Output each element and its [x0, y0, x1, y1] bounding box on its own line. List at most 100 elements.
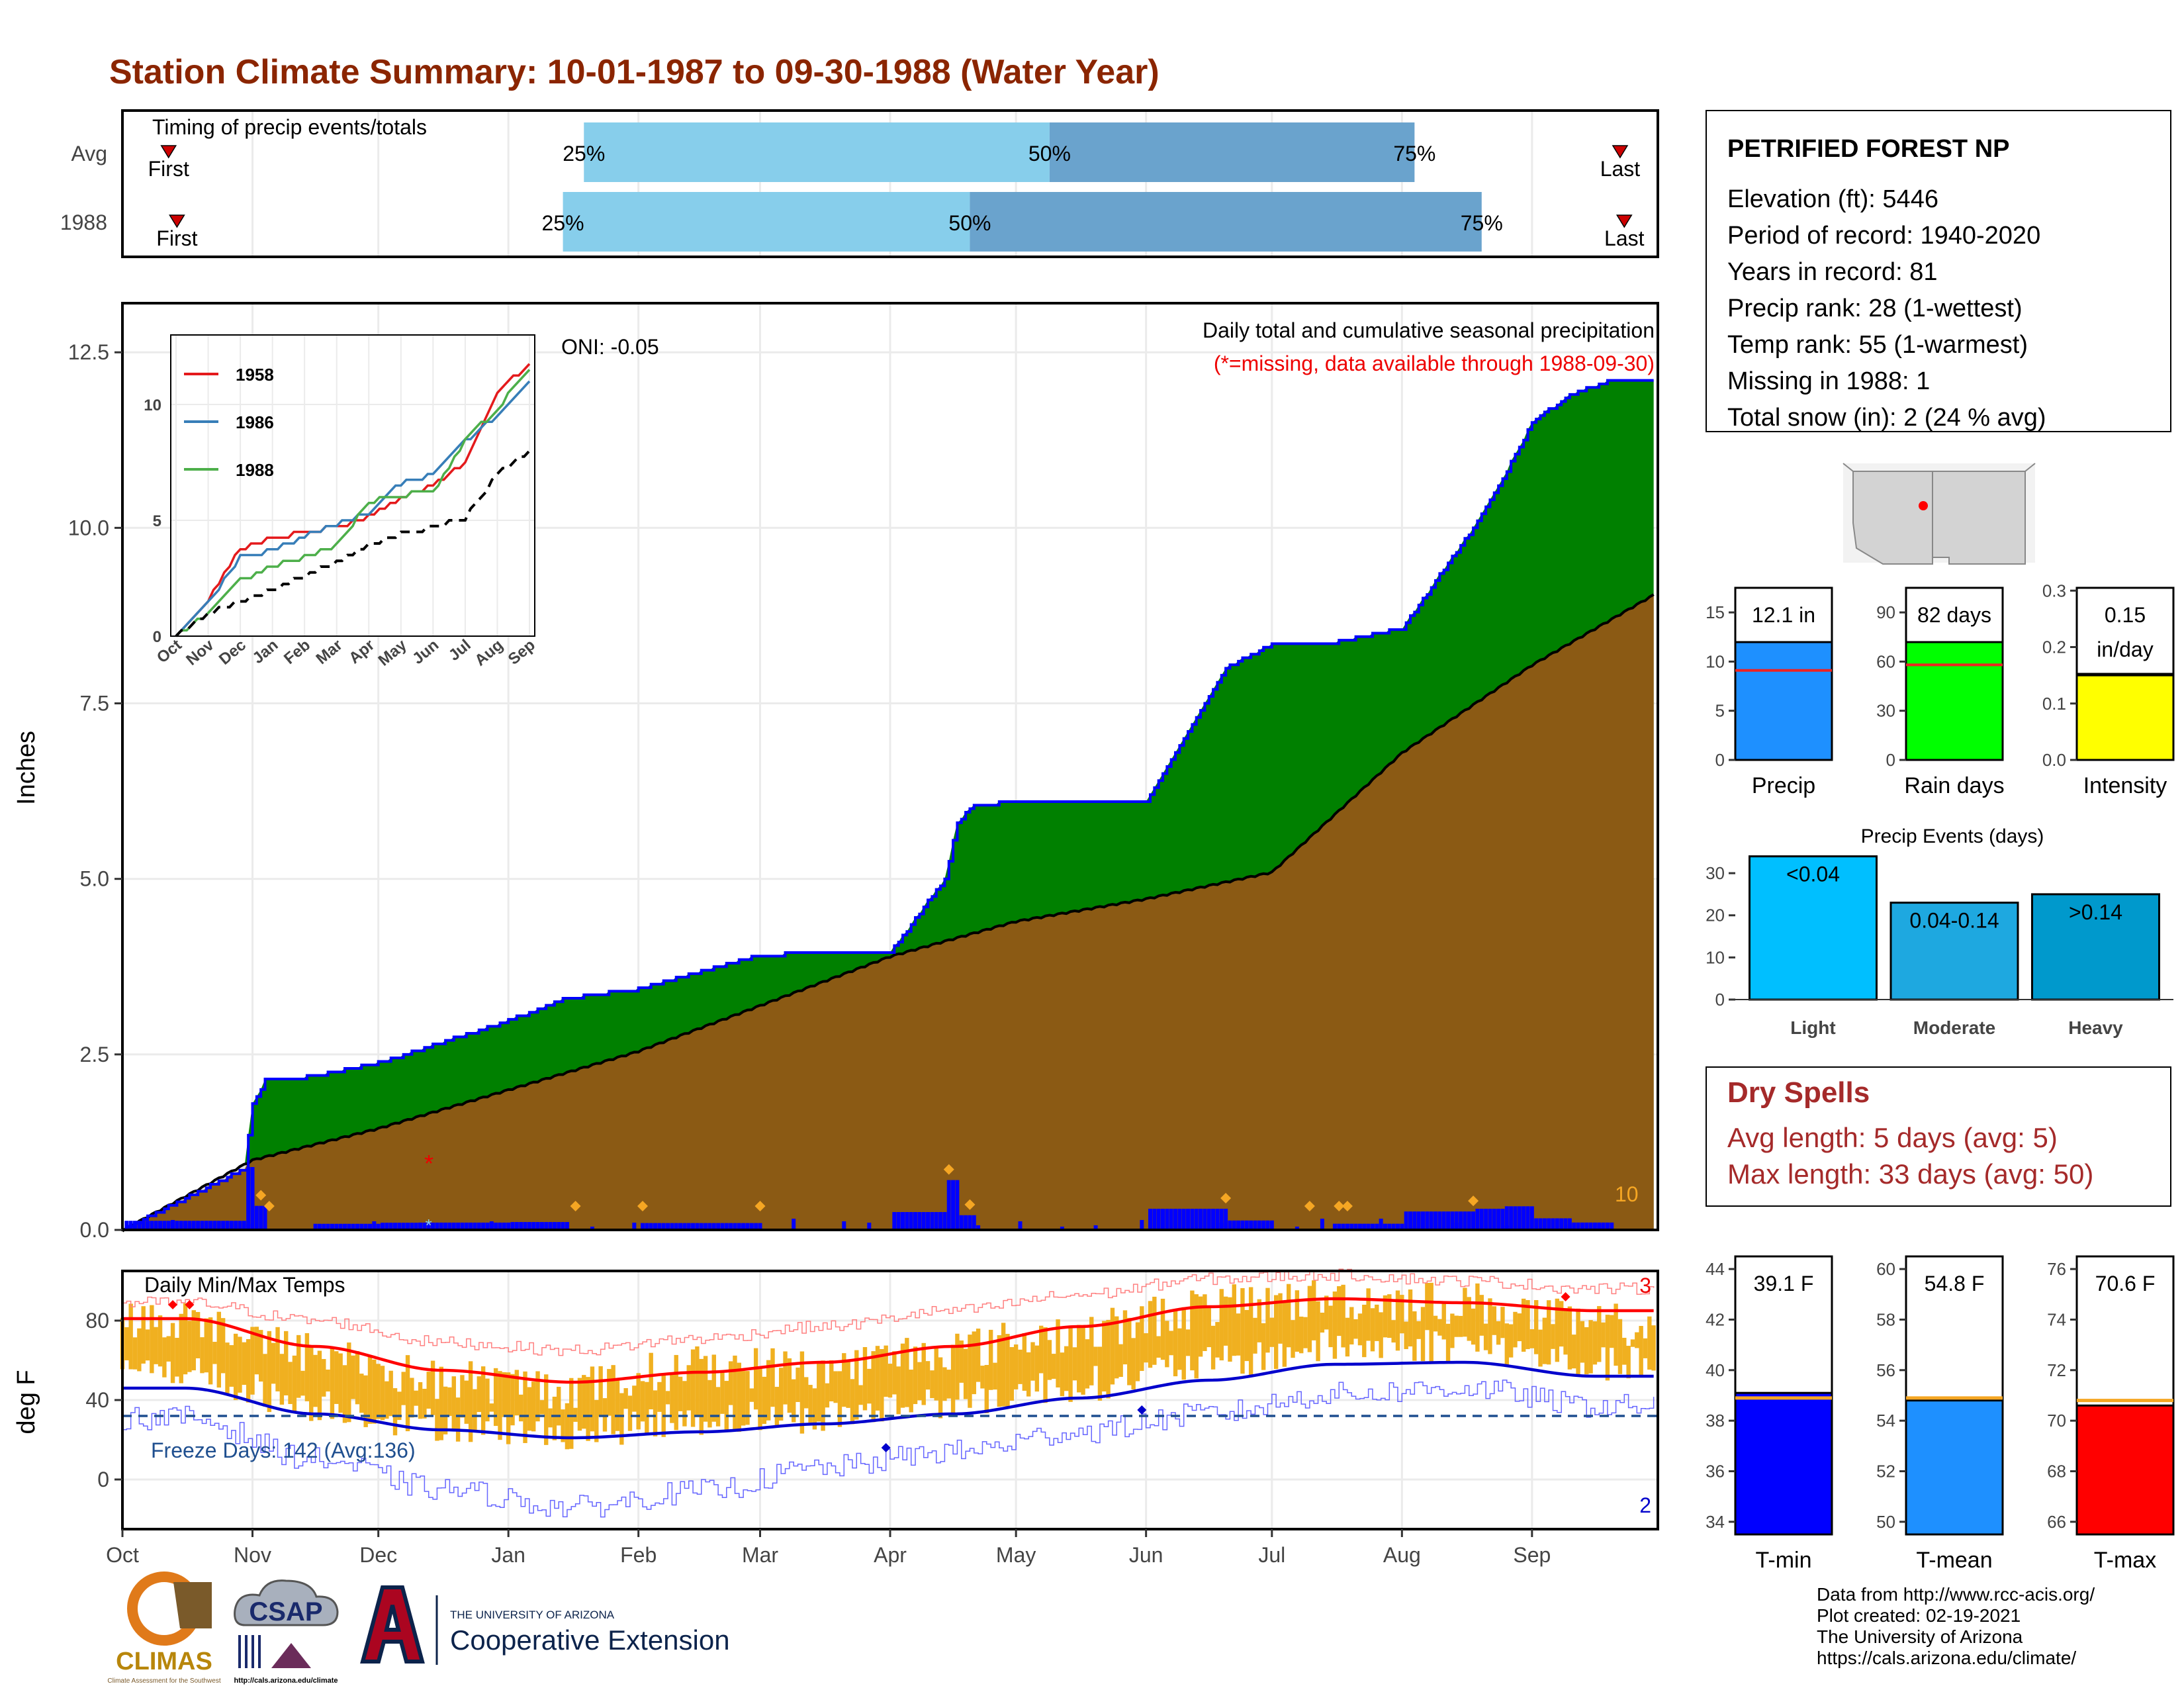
daily-temp-range-bar	[778, 1368, 784, 1421]
map-arizona	[1852, 471, 1933, 565]
daily-temp-range-bar	[137, 1328, 142, 1372]
daily-temp-range-bar	[917, 1362, 922, 1401]
record-tmax-line	[122, 1268, 1655, 1356]
precip-stat-bars: 12.1 in 0 5 10 15 Precip 82 days 0 30 60 90 Rain da…	[1706, 581, 2175, 798]
csap-logo: CSAP http://cals.arizona.edu/climate	[234, 1579, 339, 1685]
daily-temp-range-bar	[942, 1367, 947, 1401]
daily-temp-range-bar	[1038, 1325, 1044, 1374]
daily-precip-bar	[1421, 1211, 1426, 1230]
timing-panel: 25% 50% 75% First Last 25% 50% 75% First Last Tim…	[60, 109, 1659, 258]
daily-temp-range-bar	[1324, 1295, 1329, 1330]
precip-panel: * 0.0 2.5 5.0 7.5 10.0 12.5 Inches Daily tota…	[13, 302, 1659, 1242]
timing-first-label: First	[156, 226, 197, 250]
temp-range-bars	[120, 1280, 1656, 1450]
daily-temp-range-bar	[1203, 1294, 1207, 1351]
daily-precip-bar	[1152, 1209, 1157, 1230]
daily-temp-range-bar	[347, 1342, 351, 1423]
daily-temp-range-bar	[1240, 1288, 1245, 1374]
daily-precip-bar	[1211, 1209, 1216, 1230]
daily-temp-range-bar	[829, 1360, 834, 1401]
daily-temp-range-bar	[1131, 1338, 1136, 1389]
daily-temp-range-bar	[220, 1318, 226, 1374]
daily-precip-bar	[141, 1221, 146, 1230]
daily-precip-bar	[162, 1221, 167, 1230]
daily-precip-bar	[183, 1221, 188, 1230]
daily-precip-bar	[1232, 1220, 1236, 1230]
precip-y-tick-label: 12.5	[68, 340, 109, 364]
daily-temp-range-bar	[510, 1374, 515, 1426]
daily-precip-bar	[1454, 1223, 1459, 1230]
daily-temp-range-bar	[254, 1327, 259, 1375]
daily-precip-bar	[842, 1221, 846, 1230]
temp-stat-bars: 39.1 F 34 36 38 40 42 44 T-min 54.8 F 50 52 54 56 58 6…	[1706, 1255, 2175, 1573]
daily-temp-range-bar	[158, 1315, 163, 1367]
daily-temp-range-bar	[1458, 1315, 1463, 1337]
daily-temp-range-bar	[410, 1378, 414, 1418]
daily-temp-range-bar	[296, 1335, 301, 1398]
daily-temp-range-bar	[1420, 1307, 1426, 1362]
daily-temp-range-bar	[968, 1335, 972, 1408]
daily-precip-bar	[1529, 1206, 1534, 1230]
daily-precip-bar	[896, 1212, 901, 1230]
daily-precip-bar	[745, 1223, 750, 1230]
daily-temp-range-bar	[1651, 1325, 1656, 1371]
daily-precip-bar	[234, 1221, 238, 1230]
inset-legend: 1958 1986 1988	[184, 365, 274, 480]
daily-precip-bar	[401, 1223, 406, 1230]
daily-precip-bar	[200, 1221, 205, 1230]
daily-precip-bar	[699, 1223, 704, 1230]
daily-temp-range-bar	[523, 1371, 527, 1443]
daily-temp-range-bar	[1253, 1317, 1257, 1354]
daily-temp-range-bar	[1328, 1305, 1333, 1348]
daily-temp-range-bar	[875, 1346, 880, 1411]
daily-temp-range-bar	[905, 1338, 909, 1407]
daily-temp-range-bar	[1135, 1322, 1140, 1382]
daily-temp-range-bar	[1089, 1317, 1094, 1385]
daily-temp-range-bar	[300, 1370, 305, 1396]
inset-series-line	[175, 369, 531, 637]
events-tick-label: 10	[1706, 947, 1725, 967]
daily-temp-range-bar	[1400, 1295, 1404, 1334]
daily-precip-bar	[1219, 1223, 1224, 1230]
daily-precip-bar	[1244, 1220, 1249, 1230]
daily-precip-bar	[1240, 1220, 1245, 1230]
daily-temp-range-bar	[653, 1390, 658, 1436]
precip-stat-value-box	[1734, 586, 1833, 643]
daily-precip-bar	[565, 1222, 569, 1230]
daily-temp-range-bar	[1026, 1352, 1031, 1397]
daily-precip-bar	[1375, 1223, 1379, 1230]
daily-temp-range-bar	[854, 1350, 859, 1420]
daily-precip-bar	[1429, 1211, 1433, 1230]
heavy-event-diamond	[1342, 1201, 1353, 1211]
daily-temp-range-bar	[1156, 1336, 1161, 1358]
rain-days-stat-value-label: 82 days	[1917, 603, 1991, 627]
daily-precip-bar	[1584, 1222, 1589, 1230]
daily-precip-bar	[494, 1222, 498, 1230]
daily-temp-range-bar	[645, 1382, 649, 1433]
daily-precip-bar	[330, 1223, 334, 1230]
daily-temp-range-bar	[1219, 1289, 1224, 1361]
inset-background	[171, 335, 535, 636]
daily-temp-range-bar	[460, 1375, 465, 1418]
daily-precip-bar	[367, 1223, 372, 1230]
tmin-stat-tick-label: 40	[1706, 1360, 1725, 1380]
daily-temp-range-bar	[1299, 1316, 1304, 1354]
daily-temp-range-bar	[846, 1360, 850, 1408]
freeze-days-text: Freeze Days: 142 (Avg:136)	[151, 1438, 416, 1462]
daily-precip-bar	[1488, 1209, 1492, 1230]
daily-temp-range-bar	[1463, 1288, 1467, 1337]
daily-temp-range-bar	[250, 1327, 255, 1395]
daily-temp-range-bar	[1307, 1286, 1312, 1352]
month-label: Feb	[620, 1543, 657, 1567]
daily-temp-range-bar	[338, 1353, 343, 1413]
daily-temp-range-bar	[720, 1372, 725, 1414]
daily-precip-bar	[674, 1223, 678, 1230]
daily-temp-range-bar	[1433, 1315, 1438, 1332]
daily-temp-range-bar	[183, 1303, 188, 1375]
daily-temp-range-bar	[359, 1374, 364, 1413]
daily-temp-range-bar	[699, 1358, 704, 1435]
daily-temp-range-bar	[288, 1362, 293, 1405]
daily-temp-range-bar	[1416, 1321, 1421, 1339]
daily-precip-bar	[1534, 1218, 1539, 1230]
daily-precip-bar	[1224, 1209, 1228, 1230]
